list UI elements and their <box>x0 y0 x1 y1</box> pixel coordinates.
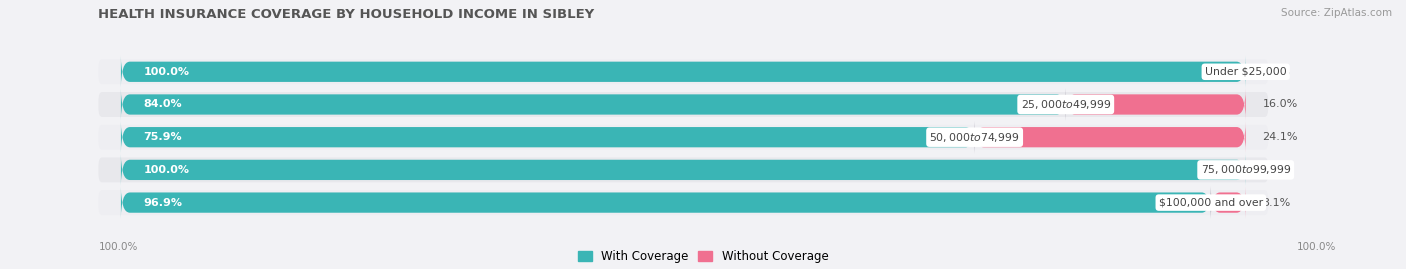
FancyBboxPatch shape <box>98 190 1268 215</box>
FancyBboxPatch shape <box>121 154 1246 186</box>
FancyBboxPatch shape <box>1066 89 1246 121</box>
Text: 84.0%: 84.0% <box>143 100 181 109</box>
FancyBboxPatch shape <box>98 125 1268 150</box>
Text: 96.9%: 96.9% <box>143 198 183 208</box>
FancyBboxPatch shape <box>1211 187 1246 219</box>
Text: 0.0%: 0.0% <box>1263 67 1291 77</box>
FancyBboxPatch shape <box>98 92 1268 117</box>
FancyBboxPatch shape <box>121 89 1066 121</box>
Text: HEALTH INSURANCE COVERAGE BY HOUSEHOLD INCOME IN SIBLEY: HEALTH INSURANCE COVERAGE BY HOUSEHOLD I… <box>98 8 595 21</box>
Text: Source: ZipAtlas.com: Source: ZipAtlas.com <box>1281 8 1392 18</box>
FancyBboxPatch shape <box>121 121 974 153</box>
Text: 3.1%: 3.1% <box>1263 198 1291 208</box>
FancyBboxPatch shape <box>974 121 1246 153</box>
Text: 100.0%: 100.0% <box>143 67 190 77</box>
FancyBboxPatch shape <box>121 56 1246 88</box>
Text: $50,000 to $74,999: $50,000 to $74,999 <box>929 131 1019 144</box>
Text: 75.9%: 75.9% <box>143 132 181 142</box>
Text: $75,000 to $99,999: $75,000 to $99,999 <box>1201 163 1291 176</box>
Text: 100.0%: 100.0% <box>1296 242 1336 252</box>
FancyBboxPatch shape <box>98 59 1268 84</box>
Text: Under $25,000: Under $25,000 <box>1205 67 1286 77</box>
Text: 16.0%: 16.0% <box>1263 100 1298 109</box>
Legend: With Coverage, Without Coverage: With Coverage, Without Coverage <box>578 250 828 263</box>
FancyBboxPatch shape <box>121 187 1211 219</box>
Text: 0.0%: 0.0% <box>1263 165 1291 175</box>
Text: 100.0%: 100.0% <box>98 242 138 252</box>
Text: 100.0%: 100.0% <box>143 165 190 175</box>
Text: $25,000 to $49,999: $25,000 to $49,999 <box>1021 98 1111 111</box>
Text: $100,000 and over: $100,000 and over <box>1159 198 1263 208</box>
Text: 24.1%: 24.1% <box>1263 132 1298 142</box>
FancyBboxPatch shape <box>98 157 1268 182</box>
